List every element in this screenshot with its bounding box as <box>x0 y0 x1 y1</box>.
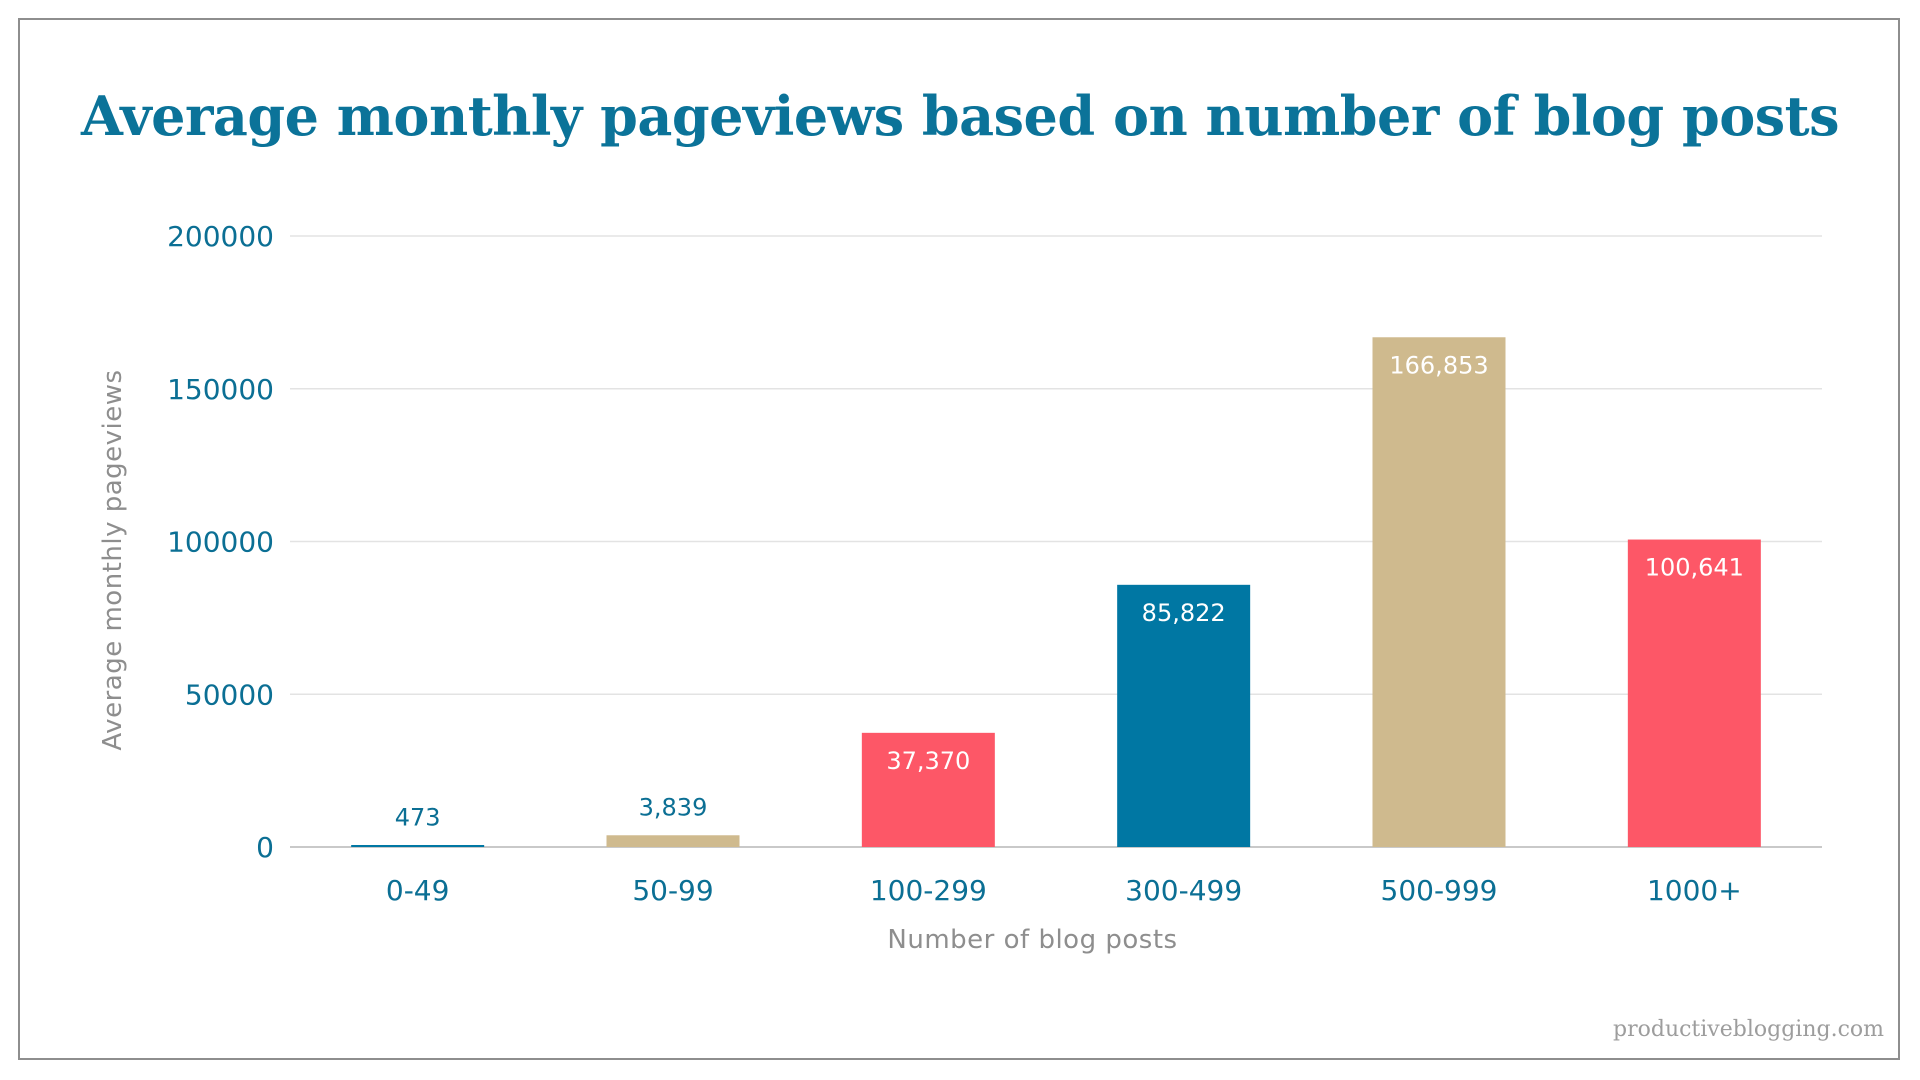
y-tick-label: 0 <box>256 831 274 864</box>
x-tick-label: 0-49 <box>386 874 450 907</box>
chart-frame <box>18 18 1900 1060</box>
x-tick-label: 1000+ <box>1647 874 1742 907</box>
bar-500-999 <box>1372 337 1506 847</box>
data-label: 100,641 <box>1645 554 1744 582</box>
x-axis-label: Number of blog posts <box>887 925 1178 955</box>
x-tick-label: 500-999 <box>1381 874 1498 907</box>
bar-0-49 <box>351 845 485 847</box>
data-label: 3,839 <box>639 793 708 821</box>
bar-50-99 <box>606 835 740 847</box>
x-tick-label: 100-299 <box>870 874 987 907</box>
data-label: 37,370 <box>886 747 970 775</box>
y-axis-label: Average monthly pageviews <box>98 369 128 751</box>
x-tick-label: 50-99 <box>632 874 713 907</box>
chart-title: Average monthly pageviews based on numbe… <box>81 84 1839 148</box>
y-tick-label: 200000 <box>167 220 274 253</box>
bar-1000+ <box>1627 539 1761 847</box>
y-tick-label: 150000 <box>167 373 274 406</box>
bar-300-499 <box>1117 584 1251 847</box>
y-tick-label: 50000 <box>185 678 274 711</box>
data-label: 473 <box>395 804 441 832</box>
data-label: 85,822 <box>1142 599 1226 627</box>
y-tick-label: 100000 <box>167 526 274 559</box>
x-tick-label: 300-499 <box>1125 874 1242 907</box>
data-label: 166,853 <box>1389 351 1488 379</box>
bar-100-299 <box>861 732 995 847</box>
watermark: productiveblogging.com <box>1613 1017 1884 1042</box>
